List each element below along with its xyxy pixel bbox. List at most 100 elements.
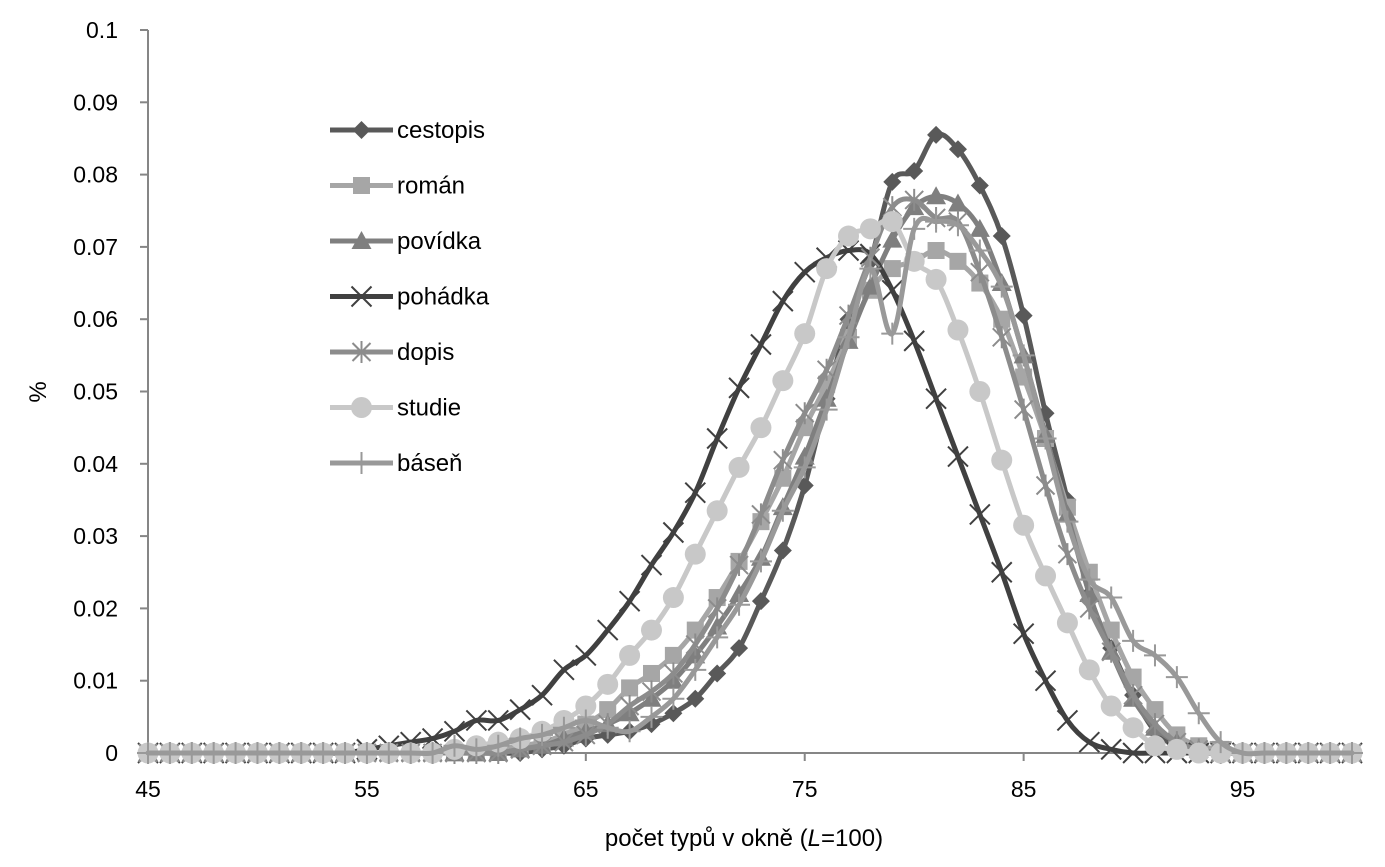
- data-point: [1100, 695, 1122, 717]
- x-axis-title-prefix: počet typů v okně (: [605, 825, 808, 852]
- data-point: [925, 388, 947, 410]
- y-tick-label: 0.03: [73, 523, 118, 549]
- data-point: [859, 218, 881, 240]
- data-point: [881, 211, 903, 233]
- data-point: [990, 275, 1013, 298]
- data-point: [1122, 717, 1144, 739]
- series-povídka: [138, 186, 1362, 761]
- data-point: [1122, 742, 1144, 764]
- data-point: [903, 330, 925, 352]
- data-point: [1013, 514, 1035, 536]
- legend-item: báseň: [330, 450, 462, 477]
- data-point: [641, 680, 662, 703]
- data-point: [816, 358, 837, 381]
- data-point: [618, 590, 641, 612]
- y-tick-label: 0.08: [73, 162, 118, 188]
- data-point: [925, 268, 947, 290]
- data-point: [883, 172, 902, 191]
- data-point: [1275, 742, 1298, 764]
- data-point: [1034, 427, 1057, 450]
- data-point: [443, 720, 466, 743]
- legend-item: povídka: [330, 228, 482, 255]
- data-point: [883, 260, 901, 278]
- data-point: [728, 377, 750, 399]
- legend-item: román: [330, 173, 465, 200]
- y-axis-title: %: [25, 381, 52, 402]
- data-point: [664, 704, 683, 723]
- data-point: [1078, 659, 1100, 681]
- data-point: [992, 227, 1011, 246]
- data-point: [1100, 586, 1123, 609]
- data-point: [1078, 731, 1101, 753]
- data-point: [969, 218, 990, 237]
- series-pohádka: [137, 239, 1363, 764]
- data-point: [1231, 742, 1254, 764]
- data-point: [882, 229, 903, 248]
- legend-marker: [351, 397, 372, 418]
- data-point: [773, 541, 792, 560]
- data-point: [465, 738, 488, 761]
- data-point: [970, 261, 990, 284]
- data-point: [684, 658, 707, 681]
- data-point: [706, 626, 729, 649]
- x-tick-label: 85: [1011, 776, 1037, 802]
- series-báseň: [137, 210, 1363, 764]
- data-point: [991, 449, 1013, 471]
- data-point: [1297, 742, 1320, 764]
- legend-item: studie: [330, 395, 461, 422]
- data-point: [684, 543, 706, 565]
- data-point: [686, 689, 705, 708]
- data-point: [618, 720, 641, 743]
- data-point: [1012, 344, 1035, 367]
- data-point: [355, 742, 378, 764]
- data-point: [771, 499, 794, 522]
- data-point: [487, 734, 510, 757]
- legend-item: pohádka: [330, 284, 490, 311]
- data-point: [947, 319, 969, 341]
- legend-marker: [350, 452, 373, 474]
- data-point: [574, 709, 597, 732]
- data-point: [1145, 713, 1165, 736]
- data-point: [772, 370, 794, 392]
- data-point: [1079, 597, 1100, 620]
- data-point: [1035, 474, 1056, 497]
- x-tick-label: 75: [792, 776, 818, 802]
- data-point: [926, 186, 947, 205]
- data-point: [750, 417, 772, 439]
- series-studie: [137, 211, 1363, 764]
- y-tick-label: 0: [105, 740, 118, 766]
- data-point: [815, 398, 838, 421]
- data-point: [730, 639, 749, 658]
- data-point: [1102, 621, 1120, 639]
- legend-label: pohádka: [397, 284, 490, 311]
- legend-marker: [353, 177, 370, 194]
- x-axis-title-suffix: =100): [821, 825, 883, 852]
- y-ticks: 0 0.01 0.02 0.03 0.04 0.05 0.06 0.07 0.08 0.09 0.1: [73, 17, 148, 766]
- y-tick-label: 0.01: [73, 668, 118, 694]
- data-point: [1123, 684, 1143, 707]
- data-point: [552, 716, 575, 739]
- data-point: [224, 742, 247, 764]
- data-point: [553, 659, 575, 681]
- data-point: [487, 709, 509, 732]
- x-axis-title-italic: L: [808, 825, 821, 852]
- legend-label: povídka: [397, 228, 482, 255]
- data-point: [837, 326, 860, 349]
- legend-marker: [351, 231, 372, 249]
- data-point: [399, 742, 422, 764]
- y-tick-label: 0.07: [73, 234, 118, 260]
- data-point: [334, 742, 357, 764]
- data-point: [377, 742, 400, 764]
- data-point: [794, 323, 816, 345]
- y-tick-label: 0.1: [86, 17, 118, 43]
- data-point: [927, 125, 946, 144]
- data-point: [1035, 565, 1057, 587]
- data-point: [1100, 738, 1122, 761]
- data-point: [599, 701, 617, 719]
- data-point: [1056, 709, 1079, 732]
- data-point: [662, 521, 685, 544]
- series-layer: [137, 125, 1363, 764]
- data-point: [949, 252, 967, 270]
- data-point: [948, 140, 967, 159]
- data-point: [662, 587, 684, 609]
